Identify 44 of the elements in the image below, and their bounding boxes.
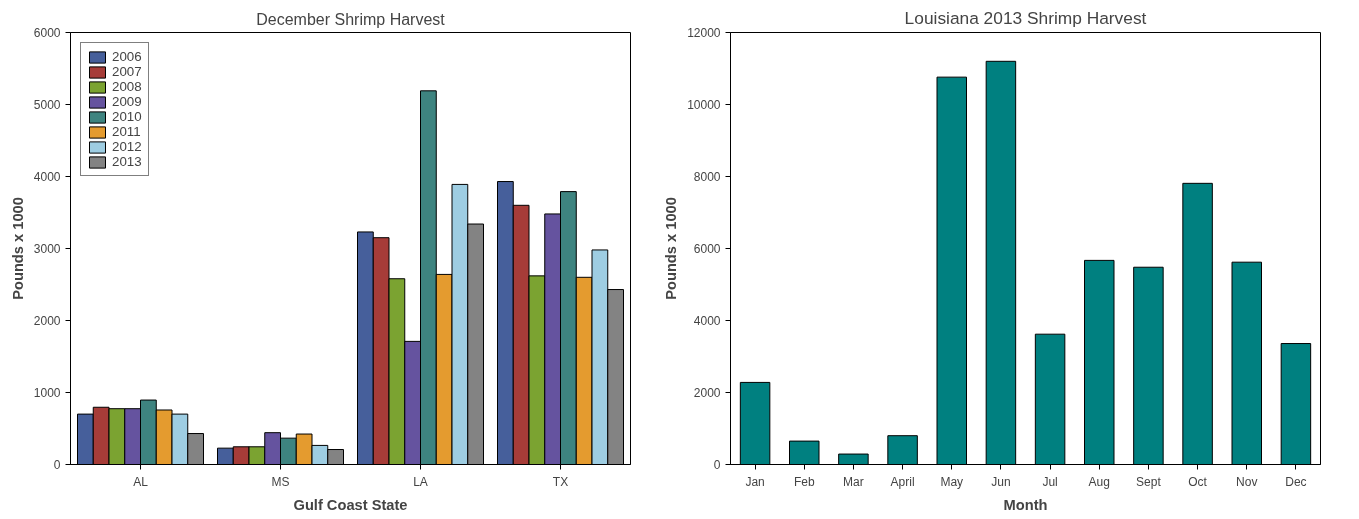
x-tick-label: LA	[413, 474, 428, 489]
y-tick-label: 2000	[693, 386, 721, 400]
x-tick-label: Feb	[793, 474, 815, 489]
chart-title: December Shrimp Harvest	[256, 10, 446, 28]
x-tick-label: April	[890, 474, 915, 489]
chart-title: Louisiana 2013 Shrimp Harvest	[904, 7, 1147, 28]
legend-label: 2012	[112, 139, 142, 154]
x-tick-label: May	[940, 474, 964, 489]
y-tick-label: 3000	[33, 242, 61, 256]
y-tick-label: 10000	[687, 98, 721, 112]
legend-label: 2007	[112, 64, 142, 79]
y-tick-label: 5000	[33, 98, 61, 112]
legend-label: 2010	[112, 109, 142, 124]
legend-label: 2009	[112, 94, 142, 109]
x-tick-label: Aug	[1088, 474, 1110, 489]
x-tick-label: MS	[271, 474, 290, 489]
y-tick-label: 1000	[33, 386, 61, 400]
y-tick-label: 0	[713, 458, 721, 472]
x-tick-label: Nov	[1236, 474, 1258, 489]
y-tick-label: 4000	[33, 170, 61, 184]
legend-label: 2011	[112, 124, 141, 139]
x-tick-label: Jul	[1042, 474, 1058, 489]
y-tick-label: 12000	[687, 26, 721, 40]
x-tick-label: Oct	[1188, 474, 1208, 489]
legend-label: 2013	[112, 154, 142, 169]
x-tick-label: Jan	[745, 474, 765, 489]
x-tick-label: TX	[552, 474, 569, 489]
y-tick-label: 6000	[33, 26, 61, 40]
y-tick-label: 8000	[693, 170, 721, 184]
y-tick-label: 6000	[693, 242, 721, 256]
legend-label: 2008	[112, 79, 142, 94]
y-axis-title: Pounds x 1000	[663, 197, 680, 300]
x-tick-label: Sept	[1136, 474, 1162, 489]
legend-label: 2006	[112, 49, 142, 64]
x-tick-label: AL	[133, 474, 149, 489]
x-tick-label: Mar	[843, 474, 864, 489]
x-tick-label: Dec	[1285, 474, 1307, 489]
y-tick-label: 2000	[33, 314, 61, 328]
x-axis-title: Month	[1003, 496, 1048, 513]
y-tick-label: 4000	[693, 314, 721, 328]
x-axis-title: Gulf Coast State	[293, 496, 408, 513]
y-tick-label: 0	[53, 458, 61, 472]
y-axis-title: Pounds x 1000	[9, 197, 26, 300]
x-tick-label: Jun	[991, 474, 1011, 489]
